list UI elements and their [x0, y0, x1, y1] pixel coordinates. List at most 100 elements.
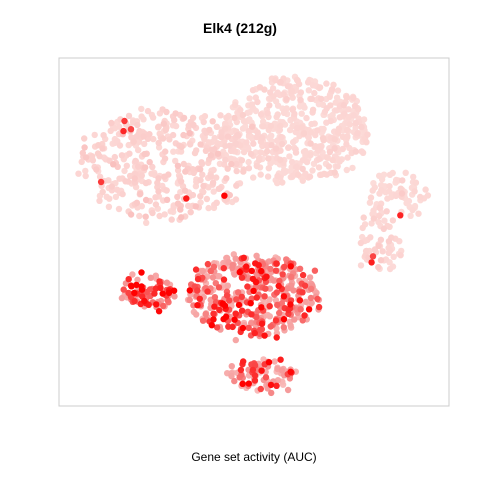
cell-point — [264, 110, 271, 117]
cell-point — [141, 140, 148, 148]
cell-point — [344, 154, 351, 161]
cell-point — [412, 179, 420, 186]
cell-point — [156, 212, 163, 220]
cell-point — [226, 297, 233, 304]
cell-point — [196, 295, 203, 302]
cell-point — [303, 158, 311, 166]
cell-point — [377, 236, 385, 243]
cell-point — [257, 111, 265, 118]
cell-point — [402, 169, 409, 176]
cell-point — [294, 124, 301, 132]
cell-point — [199, 171, 206, 178]
cell-point — [89, 153, 96, 160]
cell-point — [357, 262, 365, 269]
cell-point — [115, 205, 123, 213]
cell-point — [146, 131, 153, 138]
cell-point — [238, 307, 246, 314]
cell-point — [297, 89, 305, 96]
cell-point — [194, 275, 202, 283]
cell-point — [294, 171, 302, 178]
cell-point — [249, 87, 257, 94]
cell-point — [267, 381, 275, 389]
cell-point — [378, 176, 386, 183]
cell-point — [298, 110, 305, 117]
cell-point — [248, 320, 255, 327]
cell-point — [79, 149, 87, 157]
cell-point — [78, 158, 85, 166]
cell-point — [417, 193, 424, 201]
cell-point — [231, 316, 238, 323]
cell-point — [194, 287, 201, 294]
cell-point — [174, 193, 181, 201]
cell-point — [162, 148, 169, 155]
cell-point — [255, 262, 262, 269]
cell-point — [340, 102, 347, 109]
cell-point — [267, 323, 274, 330]
cell-point — [297, 306, 304, 313]
cell-point — [210, 188, 217, 195]
cell-point — [186, 129, 193, 137]
cell-point — [185, 202, 192, 210]
cell-point — [118, 294, 126, 302]
cell-point — [197, 166, 204, 173]
cell-point — [210, 316, 217, 323]
cell-point — [202, 147, 210, 154]
cell-point — [207, 152, 215, 159]
cell-point — [155, 308, 163, 315]
cell-point — [138, 172, 145, 179]
cell-point — [320, 125, 327, 133]
cell-point — [251, 329, 258, 337]
cell-point — [144, 107, 152, 115]
cell-point — [300, 130, 308, 137]
cell-point — [288, 273, 295, 281]
cell-point — [224, 133, 232, 140]
cell-point — [343, 126, 351, 134]
cell-point — [163, 196, 171, 203]
cell-point — [82, 154, 90, 161]
cell-point — [207, 173, 215, 180]
cell-point — [204, 288, 211, 295]
cell-point — [174, 200, 182, 207]
cell-point — [135, 163, 142, 170]
cell-point — [339, 145, 346, 153]
cell-point — [249, 366, 257, 374]
cell-point — [397, 252, 404, 259]
cell-point — [200, 182, 207, 190]
cell-point — [260, 123, 267, 130]
cell-point — [312, 143, 319, 150]
cell-point — [268, 142, 275, 149]
cell-point — [326, 93, 333, 101]
cell-point — [303, 114, 310, 122]
cell-point — [232, 196, 240, 203]
cell-point — [314, 295, 321, 303]
cell-point — [153, 301, 160, 308]
cell-point — [108, 183, 116, 190]
cell-point — [131, 289, 138, 297]
cell-point — [159, 135, 167, 142]
cell-point — [358, 123, 365, 131]
cell-point — [118, 152, 126, 159]
cell-point — [273, 382, 280, 389]
cell-point — [271, 358, 278, 365]
cell-point — [360, 116, 368, 123]
cell-point — [119, 190, 126, 198]
cell-point — [290, 172, 297, 179]
cell-point — [273, 334, 280, 341]
cell-point — [316, 84, 324, 91]
cell-point — [138, 283, 145, 290]
cell-point — [274, 111, 281, 118]
plot-frame — [58, 57, 450, 407]
cell-point — [363, 139, 370, 146]
cell-point — [261, 293, 268, 300]
cell-point — [232, 255, 239, 262]
cell-point — [172, 122, 180, 130]
cell-point — [359, 224, 366, 232]
cell-point — [341, 110, 348, 117]
cell-point — [266, 313, 273, 320]
cell-point — [243, 263, 250, 270]
cell-point — [226, 142, 233, 149]
cell-point — [415, 210, 422, 217]
cell-point — [244, 283, 251, 290]
cell-point — [131, 175, 138, 182]
cell-point — [194, 302, 201, 309]
